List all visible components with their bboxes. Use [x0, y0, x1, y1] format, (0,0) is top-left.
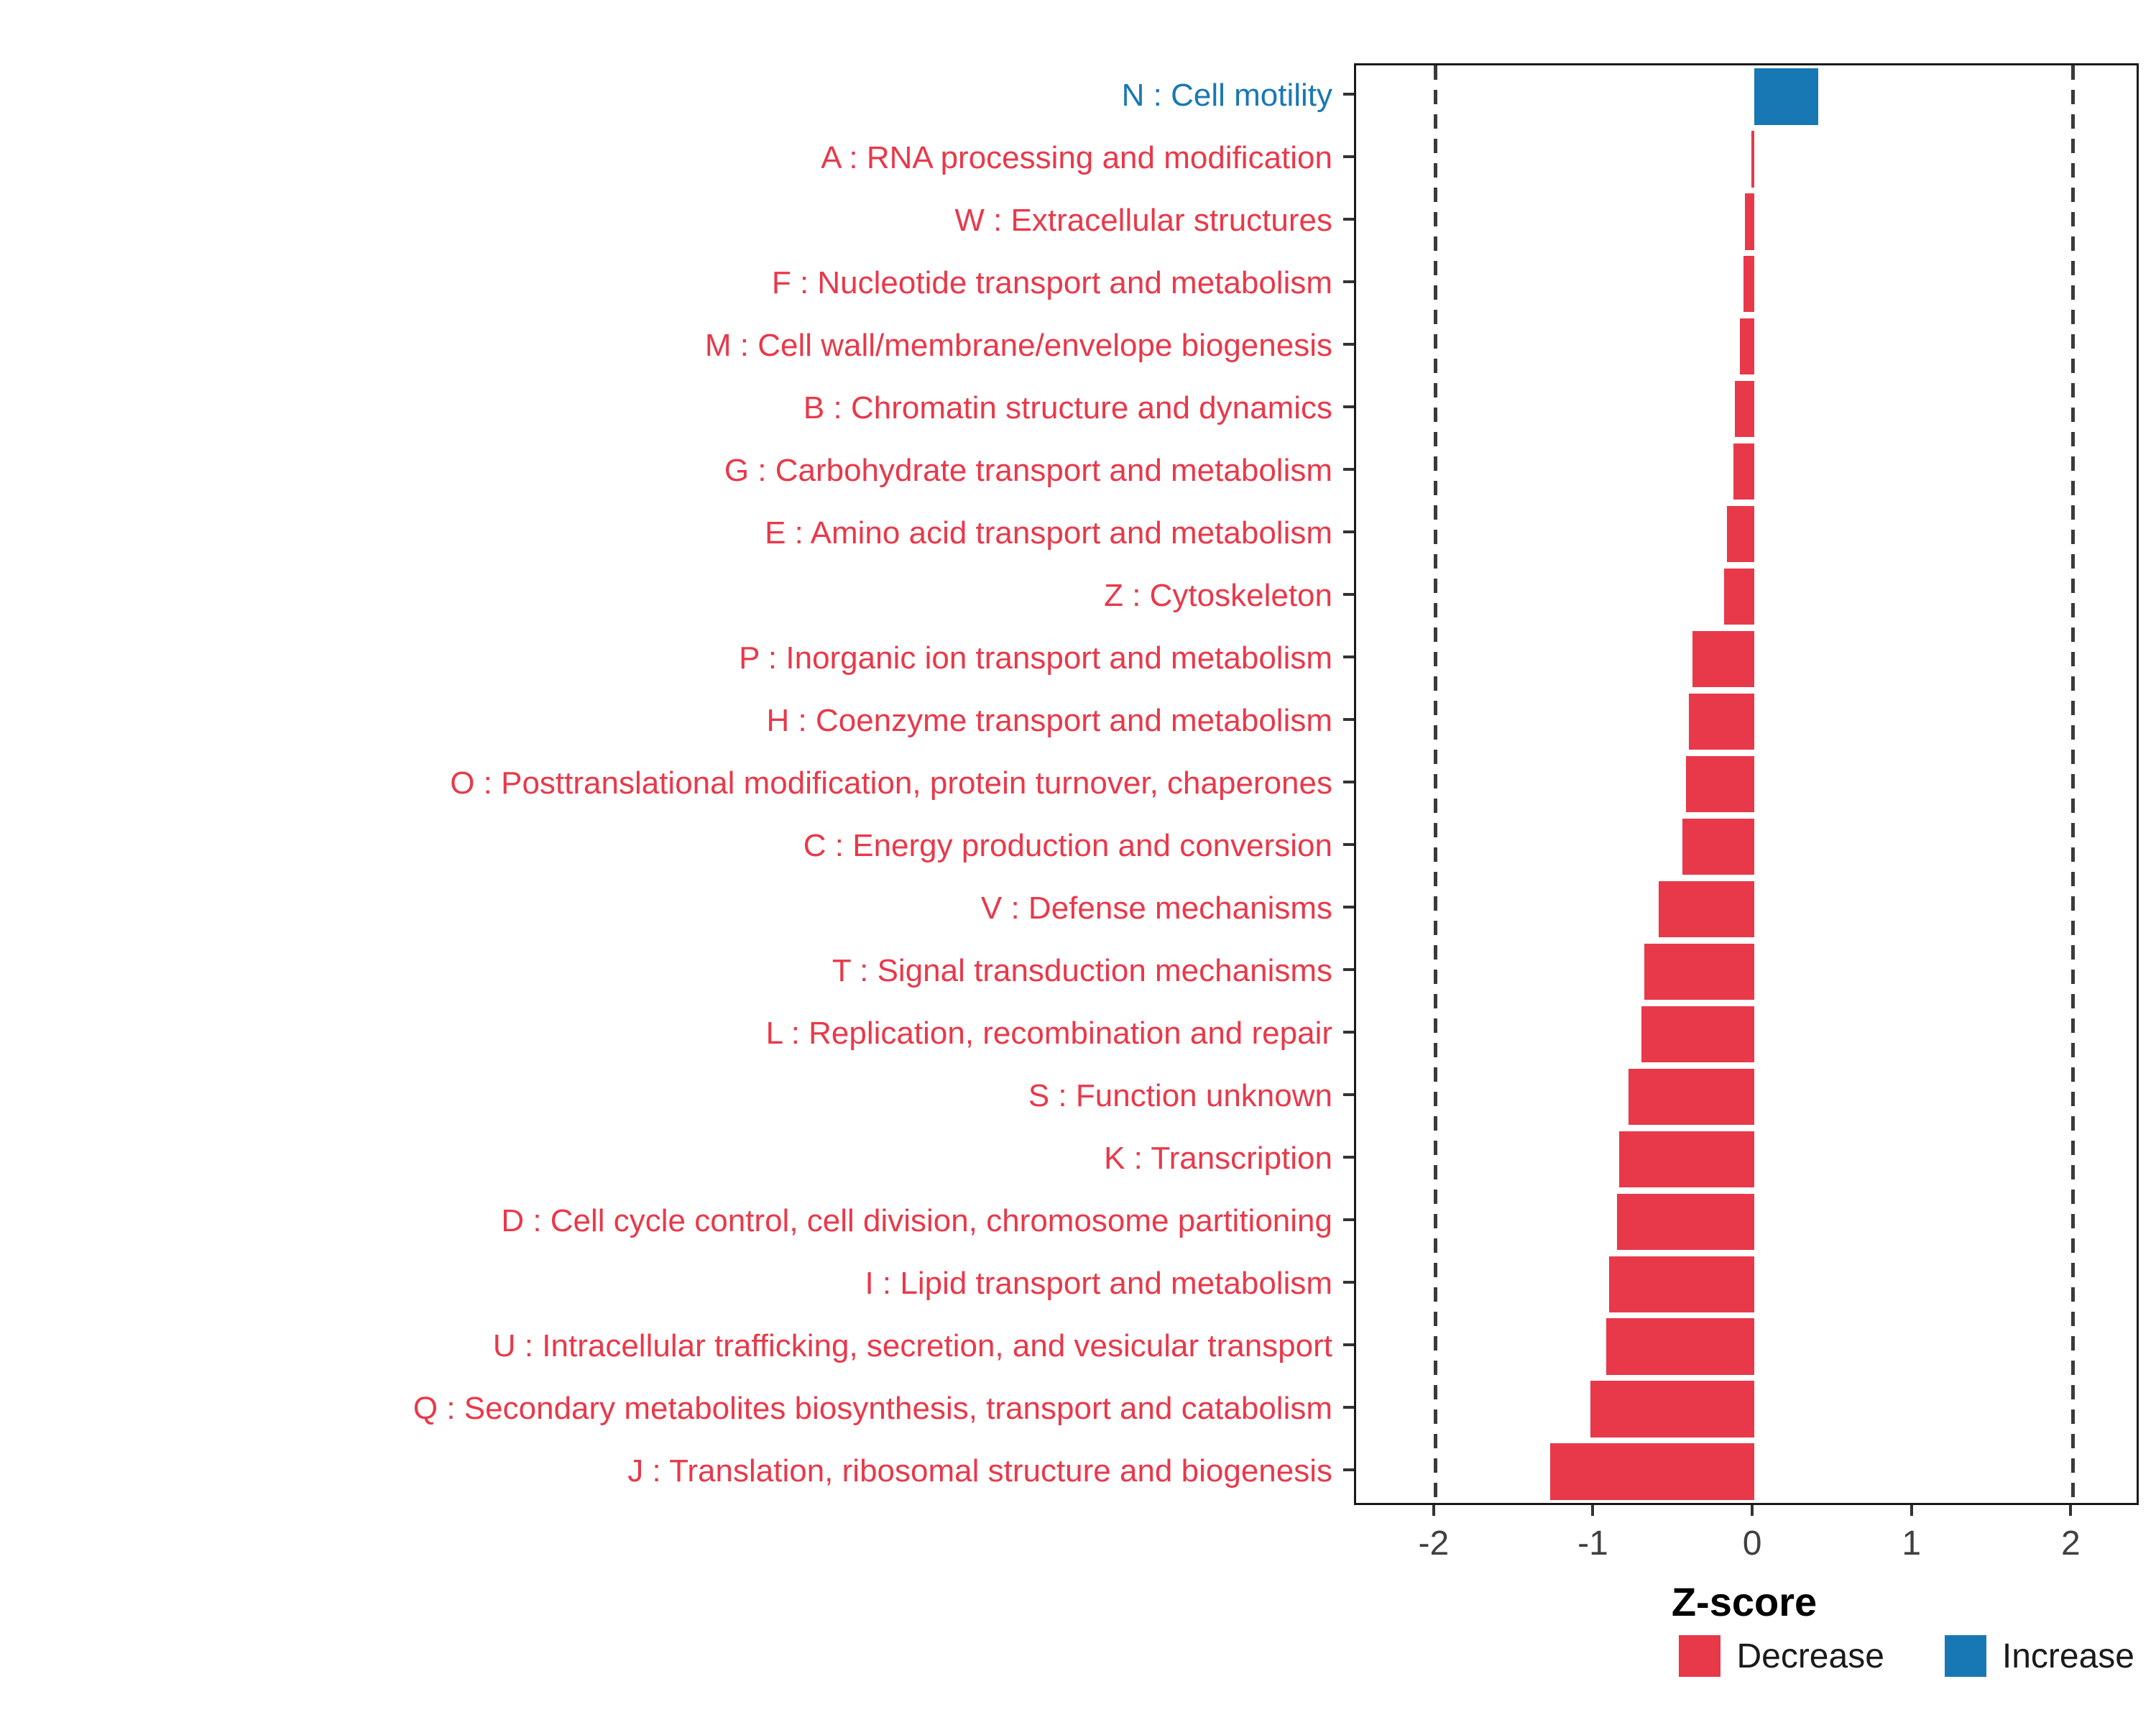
y-axis-tick	[1343, 1092, 1354, 1096]
category-label: E : Amino acid transport and metabolism	[765, 515, 1332, 551]
zscore-bar	[1689, 693, 1755, 750]
y-axis-tick	[1343, 1343, 1354, 1346]
x-axis-tick	[1751, 1505, 1754, 1516]
y-axis-tick	[1343, 718, 1354, 722]
legend-label-increase: Increase	[2001, 1637, 2134, 1675]
category-label: I : Lipid transport and metabolism	[865, 1265, 1332, 1301]
x-axis-tick-label: 0	[1742, 1524, 1762, 1563]
zscore-bar	[1659, 880, 1755, 938]
category-label: F : Nucleotide transport and metabolism	[771, 265, 1332, 301]
zscore-bar	[1628, 1068, 1755, 1125]
category-label: T : Signal transduction mechanisms	[831, 952, 1332, 988]
zscore-bar	[1727, 506, 1755, 563]
category-label: Q : Secondary metabolites biosynthesis, …	[413, 1390, 1332, 1426]
legend-label-decrease: Decrease	[1736, 1637, 1884, 1675]
category-label: W : Extracellular structures	[954, 203, 1332, 239]
category-label: M : Cell wall/membrane/envelope biogenes…	[704, 328, 1332, 364]
y-axis-tick	[1343, 1218, 1354, 1221]
zscore-bar	[1606, 1318, 1755, 1375]
legend-key-increase-swatch	[1944, 1635, 1986, 1677]
y-axis-tick	[1343, 781, 1354, 783]
category-label: S : Function unknown	[1028, 1077, 1332, 1113]
y-axis-tick	[1343, 1405, 1354, 1409]
zscore-bar	[1744, 193, 1755, 250]
y-axis-tick	[1343, 280, 1354, 284]
y-axis-tick	[1343, 155, 1354, 159]
zscore-bar	[1743, 256, 1755, 313]
zscore-bar	[1609, 1256, 1755, 1312]
category-label: U : Intracellular trafficking, secretion…	[492, 1328, 1332, 1363]
zscore-bar	[1641, 1006, 1755, 1062]
y-axis-tick	[1343, 905, 1354, 908]
category-label: A : RNA processing and modification	[821, 140, 1332, 176]
x-axis-tick-label: -1	[1577, 1524, 1608, 1563]
y-axis-tick	[1343, 1030, 1354, 1034]
x-axis-tick-label: 2	[2060, 1524, 2081, 1563]
x-axis-tick	[2069, 1505, 2073, 1516]
category-label: Z : Cytoskeleton	[1104, 578, 1332, 614]
x-axis-tick-label: 1	[1902, 1524, 1922, 1563]
category-label: L : Replication, recombination and repai…	[765, 1015, 1332, 1051]
x-axis-tick-label: -2	[1418, 1524, 1450, 1563]
category-label: D : Cell cycle control, cell division, c…	[501, 1202, 1332, 1238]
y-axis-tick	[1343, 530, 1354, 534]
y-axis-tick	[1343, 468, 1354, 472]
x-axis-tick	[1909, 1505, 1913, 1516]
category-label: B : Chromatin structure and dynamics	[803, 390, 1332, 426]
zscore-bar	[1644, 943, 1755, 1000]
category-label: C : Energy production and conversion	[803, 827, 1332, 863]
category-label: G : Carbohydrate transport and metabolis…	[724, 453, 1332, 489]
legend-key-decrease-swatch	[1679, 1635, 1721, 1677]
zscore-bar	[1735, 381, 1755, 438]
plot-panel	[1354, 63, 2139, 1505]
zscore-bar	[1685, 755, 1755, 813]
x-axis-tick	[1432, 1505, 1435, 1516]
zscore-bar	[1590, 1381, 1755, 1438]
category-label: V : Defense mechanisms	[980, 890, 1332, 926]
category-label: H : Coenzyme transport and metabolism	[766, 703, 1332, 739]
x-axis-title: Z-score	[1671, 1579, 1818, 1624]
y-axis-tick	[1343, 842, 1354, 846]
zscore-bar	[1550, 1443, 1755, 1500]
zscore-bar	[1723, 569, 1755, 625]
dashed-reference-line	[1434, 65, 1438, 1503]
zscore-bar	[1740, 318, 1755, 375]
y-axis-tick	[1343, 218, 1354, 221]
zscore-bar	[1692, 630, 1755, 688]
zscore-bar	[1733, 443, 1755, 500]
y-axis-tick	[1343, 93, 1354, 96]
y-axis-tick	[1343, 1468, 1354, 1471]
zscore-bar	[1751, 131, 1755, 188]
category-label: P : Inorganic ion transport and metaboli…	[739, 640, 1332, 676]
zscore-bar	[1754, 68, 1818, 125]
y-axis-tick	[1343, 967, 1354, 971]
zscore-bar	[1682, 818, 1755, 875]
zscore-bar	[1617, 1193, 1755, 1250]
zscore-bar	[1618, 1131, 1755, 1187]
category-label: N : Cell motility	[1121, 78, 1332, 114]
y-axis-tick	[1343, 1280, 1354, 1284]
x-axis-tick	[1591, 1505, 1595, 1516]
y-axis-tick	[1343, 343, 1354, 346]
y-axis-tick	[1343, 593, 1354, 597]
y-axis-tick	[1343, 656, 1354, 659]
category-label: O : Posttranslational modification, prot…	[450, 765, 1332, 801]
category-label: K : Transcription	[1104, 1140, 1332, 1176]
y-axis-tick	[1343, 1155, 1354, 1159]
category-label: J : Translation, ribosomal structure and…	[627, 1453, 1332, 1489]
legend: Decrease Increase	[1679, 1635, 2134, 1677]
y-axis-tick	[1343, 405, 1354, 409]
dashed-reference-line	[2070, 65, 2075, 1503]
